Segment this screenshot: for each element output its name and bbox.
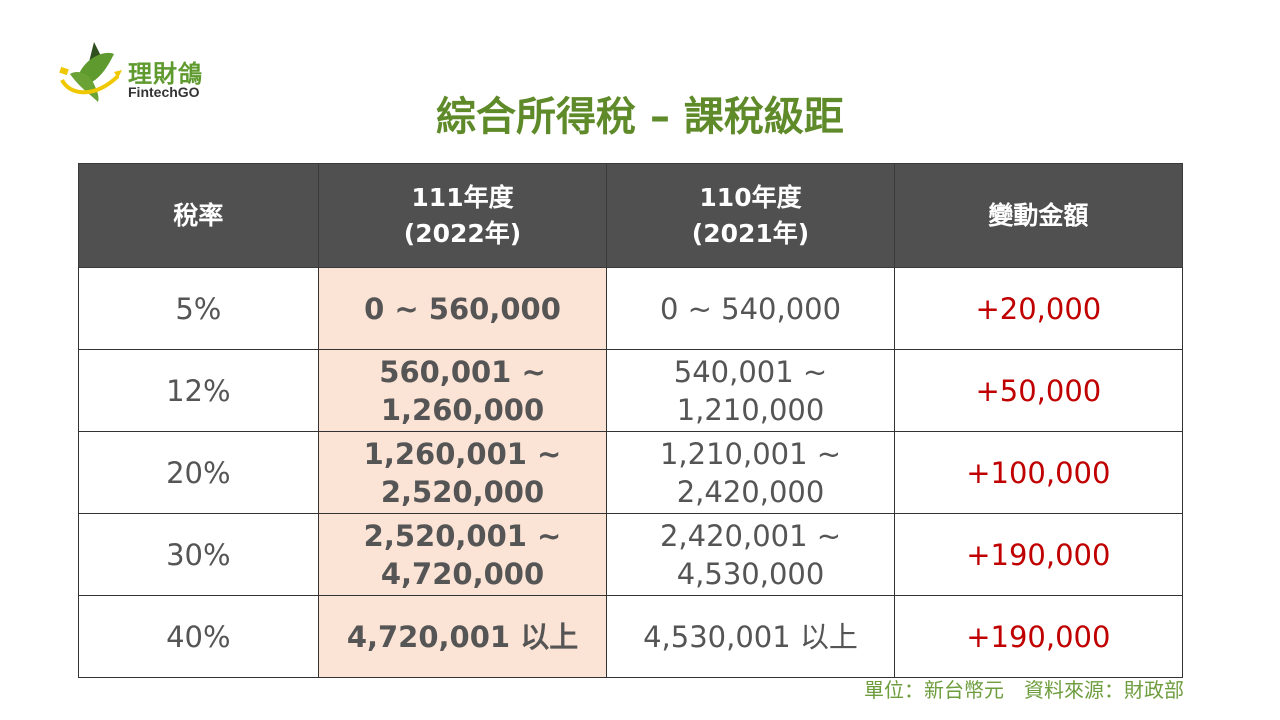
cell-change: +190,000 — [893, 595, 1184, 678]
page-title: 綜合所得稅 – 課稅級距 — [436, 94, 844, 140]
cell-2021: 540,001 ~1,210,000 — [606, 349, 895, 432]
cell-2021-text: 2,420,001 ~ — [659, 518, 842, 553]
cell-2021-text: 0 ~ 540,000 — [659, 291, 842, 326]
cell-rate-text: 5% — [175, 291, 222, 326]
cell-2022-text: 4,720,001 以上 — [346, 619, 579, 654]
cell-change: +190,000 — [893, 513, 1184, 596]
cell-change-text: +100,000 — [966, 455, 1111, 490]
cell-2022-text: 1,260,001 ~ — [363, 436, 562, 471]
cell-rate-text: 40% — [166, 619, 231, 654]
cell-rate: 12% — [78, 349, 319, 432]
header-2021: 110年度 (2021年) — [606, 163, 895, 268]
table-row: 20% 1,260,001 ~2,520,000 1,210,001 ~2,420,… — [78, 431, 1184, 514]
cell-change-text: +50,000 — [975, 373, 1102, 408]
cell-2021: 4,530,001 以上 — [606, 595, 895, 678]
cell-rate-text: 20% — [166, 455, 231, 490]
table-row: 30% 2,520,001 ~4,720,000 2,420,001 ~4,530,… — [78, 513, 1184, 596]
header-2022: 111年度 (2022年) — [317, 163, 608, 268]
cell-2021-text: 4,530,000 — [676, 556, 825, 591]
cell-2021: 0 ~ 540,000 — [606, 267, 895, 350]
cell-change-text: +190,000 — [966, 537, 1111, 572]
header-change: 變動金額 — [893, 163, 1184, 268]
cell-rate: 30% — [78, 513, 319, 596]
source-note: 單位：新台幣元 資料來源：財政部 — [864, 678, 1184, 702]
cell-2022-text: 2,520,001 ~ — [363, 518, 562, 553]
fintechgo-logo: 理財鴿 FintechGO — [56, 36, 226, 106]
header-text: 111年度 — [411, 182, 514, 212]
dove-logo-icon — [59, 42, 122, 102]
cell-2021-text: 540,001 ~ — [673, 354, 828, 389]
cell-change: +100,000 — [893, 431, 1184, 514]
cell-2022: 2,520,001 ~4,720,000 — [317, 513, 608, 596]
cell-2021-text: 2,420,000 — [676, 474, 825, 509]
cell-2022: 1,260,001 ~2,520,000 — [317, 431, 608, 514]
cell-2021-text: 4,530,001 以上 — [643, 619, 858, 654]
cell-2022-text: 2,520,000 — [380, 474, 545, 509]
table-row: 5% 0 ~ 560,000 0 ~ 540,000 +20,000 — [78, 267, 1184, 350]
cell-rate: 20% — [78, 431, 319, 514]
logo-text-en: FintechGO — [128, 84, 200, 100]
cell-2022: 4,720,001 以上 — [317, 595, 608, 678]
cell-2021-text: 1,210,000 — [676, 392, 825, 427]
cell-2021-text: 1,210,001 ~ — [659, 436, 842, 471]
table-header-row: 稅率 111年度 (2022年) 110年度 (2021年) 變動金額 — [78, 163, 1184, 268]
cell-rate-text: 12% — [166, 373, 231, 408]
cell-rate: 5% — [78, 267, 319, 350]
logo-text-cn: 理財鴿 — [128, 60, 203, 88]
cell-change-text: +20,000 — [975, 291, 1102, 326]
cell-2021: 1,210,001 ~2,420,000 — [606, 431, 895, 514]
table-row: 40% 4,720,001 以上 4,530,001 以上 +190,000 — [78, 595, 1184, 678]
cell-2021: 2,420,001 ~4,530,000 — [606, 513, 895, 596]
cell-2022-text: 1,260,000 — [380, 392, 545, 427]
cell-rate: 40% — [78, 595, 319, 678]
cell-change: +20,000 — [893, 267, 1184, 350]
cell-2022: 560,001 ~1,260,000 — [317, 349, 608, 432]
header-text: 變動金額 — [988, 200, 1089, 230]
cell-2022-text: 4,720,000 — [380, 556, 545, 591]
header-subtext: (2022年) — [403, 218, 522, 248]
header-rate: 稅率 — [78, 163, 319, 268]
cell-change: +50,000 — [893, 349, 1184, 432]
cell-2022: 0 ~ 560,000 — [317, 267, 608, 350]
cell-2022-text: 560,001 ~ — [379, 354, 546, 389]
cell-rate-text: 30% — [166, 537, 231, 572]
cell-change-text: +190,000 — [966, 619, 1111, 654]
header-subtext: (2021年) — [691, 218, 810, 248]
cell-2022-text: 0 ~ 560,000 — [364, 291, 561, 326]
header-text: 稅率 — [173, 200, 224, 230]
header-text: 110年度 — [699, 182, 802, 212]
tax-bracket-table: 稅率 111年度 (2022年) 110年度 (2021年) 變動金額 5% 0 ~ … — [78, 163, 1184, 678]
table-row: 12% 560,001 ~1,260,000 540,001 ~1,210,000 +… — [78, 349, 1184, 432]
